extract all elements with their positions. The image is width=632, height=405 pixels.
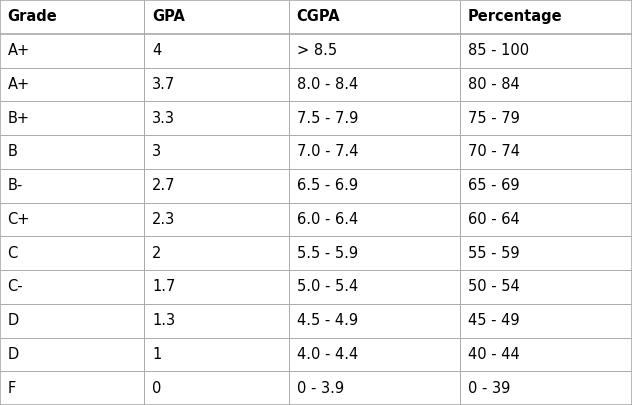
Bar [145, 34, 289, 68]
Bar [461, 371, 632, 405]
Text: 7.0 - 7.4: 7.0 - 7.4 [296, 144, 358, 160]
Text: 45 - 49: 45 - 49 [468, 313, 520, 328]
Text: 7.5 - 7.9: 7.5 - 7.9 [296, 111, 358, 126]
Bar [461, 101, 632, 135]
Bar [461, 169, 632, 202]
Bar [0, 236, 145, 270]
Text: 75 - 79: 75 - 79 [468, 111, 520, 126]
Bar [461, 135, 632, 169]
Text: 50 - 54: 50 - 54 [468, 279, 520, 294]
Bar [289, 135, 461, 169]
Text: B-: B- [8, 178, 23, 193]
Bar [0, 68, 145, 101]
Bar [289, 236, 461, 270]
Bar [145, 304, 289, 337]
Text: 2.3: 2.3 [152, 212, 175, 227]
Bar [289, 169, 461, 202]
Text: B: B [8, 144, 18, 160]
Bar [145, 202, 289, 236]
Bar [461, 34, 632, 68]
Bar [461, 304, 632, 337]
Text: CGPA: CGPA [296, 9, 340, 24]
Text: 1.3: 1.3 [152, 313, 175, 328]
Bar [145, 101, 289, 135]
Text: C: C [8, 245, 18, 261]
Text: 70 - 74: 70 - 74 [468, 144, 520, 160]
Text: 4: 4 [152, 43, 161, 58]
Text: 6.5 - 6.9: 6.5 - 6.9 [296, 178, 358, 193]
Text: 55 - 59: 55 - 59 [468, 245, 520, 261]
Text: Percentage: Percentage [468, 9, 562, 24]
Text: 0 - 3.9: 0 - 3.9 [296, 381, 344, 396]
Text: 0 - 39: 0 - 39 [468, 381, 511, 396]
Bar [461, 270, 632, 304]
Text: 40 - 44: 40 - 44 [468, 347, 520, 362]
Bar [0, 304, 145, 337]
Text: 6.0 - 6.4: 6.0 - 6.4 [296, 212, 358, 227]
Bar [461, 236, 632, 270]
Bar [145, 371, 289, 405]
Bar [289, 371, 461, 405]
Bar [0, 101, 145, 135]
Text: 8.0 - 8.4: 8.0 - 8.4 [296, 77, 358, 92]
Bar [145, 236, 289, 270]
Bar [145, 135, 289, 169]
Bar [0, 371, 145, 405]
Bar [289, 337, 461, 371]
Text: 1.7: 1.7 [152, 279, 176, 294]
Text: 3.3: 3.3 [152, 111, 175, 126]
Text: 4.5 - 4.9: 4.5 - 4.9 [296, 313, 358, 328]
Bar [145, 0, 289, 34]
Bar [145, 337, 289, 371]
Text: D: D [8, 313, 19, 328]
Text: A+: A+ [8, 43, 30, 58]
Text: B+: B+ [8, 111, 30, 126]
Bar [289, 0, 461, 34]
Bar [0, 34, 145, 68]
Text: 80 - 84: 80 - 84 [468, 77, 520, 92]
Text: > 8.5: > 8.5 [296, 43, 337, 58]
Bar [0, 337, 145, 371]
Bar [461, 337, 632, 371]
Text: GPA: GPA [152, 9, 185, 24]
Bar [461, 202, 632, 236]
Text: C-: C- [8, 279, 23, 294]
Bar [0, 270, 145, 304]
Bar [461, 0, 632, 34]
Text: Grade: Grade [8, 9, 58, 24]
Bar [0, 135, 145, 169]
Bar [0, 0, 145, 34]
Text: 1: 1 [152, 347, 161, 362]
Text: C+: C+ [8, 212, 30, 227]
Bar [0, 169, 145, 202]
Bar [289, 202, 461, 236]
Bar [145, 68, 289, 101]
Text: 5.5 - 5.9: 5.5 - 5.9 [296, 245, 358, 261]
Bar [145, 169, 289, 202]
Bar [461, 68, 632, 101]
Text: 85 - 100: 85 - 100 [468, 43, 529, 58]
Bar [289, 101, 461, 135]
Bar [289, 68, 461, 101]
Text: 0: 0 [152, 381, 161, 396]
Text: D: D [8, 347, 19, 362]
Text: A+: A+ [8, 77, 30, 92]
Text: 3: 3 [152, 144, 161, 160]
Text: 60 - 64: 60 - 64 [468, 212, 520, 227]
Text: 2: 2 [152, 245, 161, 261]
Text: F: F [8, 381, 16, 396]
Bar [289, 34, 461, 68]
Bar [0, 202, 145, 236]
Text: 2.7: 2.7 [152, 178, 176, 193]
Text: 4.0 - 4.4: 4.0 - 4.4 [296, 347, 358, 362]
Bar [289, 304, 461, 337]
Bar [145, 270, 289, 304]
Text: 5.0 - 5.4: 5.0 - 5.4 [296, 279, 358, 294]
Text: 65 - 69: 65 - 69 [468, 178, 520, 193]
Text: 3.7: 3.7 [152, 77, 175, 92]
Bar [289, 270, 461, 304]
